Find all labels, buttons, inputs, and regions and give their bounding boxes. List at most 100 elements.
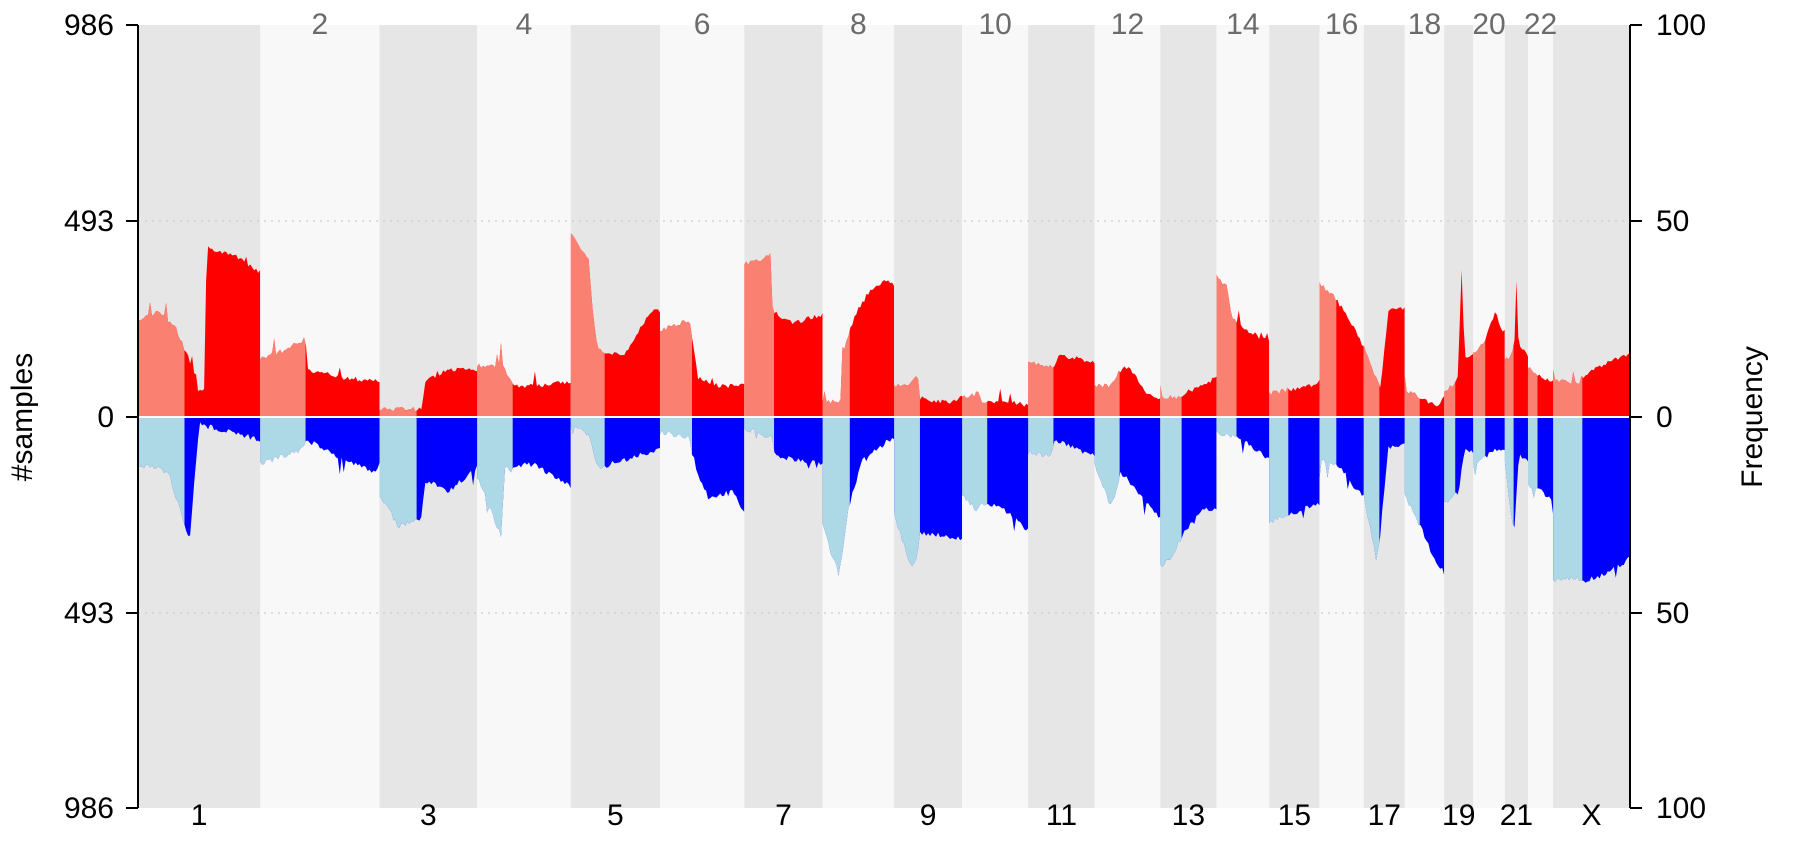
parm-group-9 — [894, 376, 920, 567]
gain-area-parm-20 — [1473, 340, 1486, 417]
chromosome-label-16: 16 — [1325, 8, 1358, 41]
loss-area-parm-17 — [1363, 417, 1380, 561]
chromosome-label-10: 10 — [978, 8, 1011, 41]
loss-area-parm-21 — [1504, 417, 1514, 526]
parm-group-16 — [1319, 282, 1337, 478]
chromosome-label-18: 18 — [1408, 8, 1441, 41]
gain-area-parm-15 — [1269, 387, 1289, 417]
parm-group-1 — [138, 302, 185, 525]
loss-area-parm-2 — [260, 417, 306, 465]
gain-area-parm-4 — [477, 342, 513, 417]
gain-area-parm-14 — [1216, 274, 1237, 417]
parm-group-X — [1553, 369, 1583, 582]
cnv-series — [138, 233, 1630, 583]
chromosome-label-8: 8 — [850, 8, 867, 41]
gain-area-parm-7 — [744, 253, 775, 417]
chromosome-label-19: 19 — [1442, 799, 1475, 832]
chromosome-label-15: 15 — [1278, 799, 1311, 832]
chromosome-label-22: 22 — [1524, 8, 1557, 41]
right-tick-label-2: 0 — [1656, 401, 1673, 434]
loss-area-parm-X — [1553, 417, 1583, 582]
chromosome-label-20: 20 — [1472, 8, 1505, 41]
y-axis-title-left: #samples — [6, 353, 39, 481]
loss-area-parm-9 — [894, 417, 920, 567]
chromosome-label-5: 5 — [607, 799, 624, 832]
right-tick-label-1: 50 — [1656, 205, 1689, 238]
loss-area-parm-22 — [1527, 417, 1538, 499]
gain-area-parm-1 — [138, 302, 185, 417]
loss-area-parm-7 — [744, 417, 775, 450]
parm-group-11 — [1028, 361, 1054, 458]
gain-area-parm-11 — [1028, 361, 1054, 417]
left-tick-label-0: 986 — [64, 9, 114, 42]
right-tick-label-4: 100 — [1656, 792, 1706, 825]
loss-area-parm-16 — [1319, 417, 1337, 478]
gain-area-parm-12 — [1094, 370, 1120, 417]
gain-area-parm-5 — [570, 233, 605, 417]
axes: 986 493 0 493 986 100 50 0 50 100 — [64, 9, 1706, 825]
parm-group-18 — [1404, 375, 1420, 526]
parm-group-5 — [570, 233, 605, 469]
gain-area-parm-17 — [1363, 344, 1380, 417]
gain-area-parm-21 — [1504, 344, 1514, 417]
loss-area-parm-8 — [822, 417, 850, 576]
parm-group-13 — [1160, 385, 1182, 567]
right-tick-label-3: 50 — [1656, 597, 1689, 630]
parm-group-12 — [1094, 370, 1120, 504]
chromosome-label-12: 12 — [1111, 8, 1144, 41]
parm-group-20 — [1473, 340, 1486, 476]
left-tick-label-3: 493 — [64, 597, 114, 630]
gain-area-parm-22 — [1527, 367, 1538, 417]
loss-area-parm-3 — [379, 417, 417, 529]
loss-area-6 — [659, 417, 745, 512]
parm-group-17 — [1363, 344, 1380, 561]
gain-area-19 — [1444, 270, 1474, 417]
gain-area-parm-19 — [1444, 382, 1456, 417]
chromosome-label-6: 6 — [694, 8, 711, 41]
gain-area-parm-13 — [1160, 385, 1182, 417]
loss-area-parm-19 — [1444, 417, 1456, 503]
chromosome-label-3: 3 — [420, 799, 437, 832]
loss-area-parm-4 — [477, 417, 513, 537]
gain-area-parm-X — [1553, 369, 1583, 417]
parm-group-6 — [659, 320, 693, 455]
loss-area-parm-1 — [138, 417, 185, 525]
parm-group-14 — [1216, 274, 1237, 438]
gain-area-parm-10 — [962, 391, 988, 417]
gain-area-parm-9 — [894, 376, 920, 417]
gain-area-parm-16 — [1319, 282, 1337, 417]
parm-group-15 — [1269, 387, 1289, 524]
parm-group-7 — [744, 253, 775, 450]
gain-area-8 — [822, 280, 895, 417]
chromosome-label-11: 11 — [1046, 799, 1077, 832]
loss-area-parm-14 — [1216, 417, 1237, 438]
gain-area-3 — [379, 367, 478, 417]
gain-area-parm-3 — [379, 406, 417, 417]
loss-area-parm-6 — [659, 417, 693, 455]
chromosome-label-21: 21 — [1500, 799, 1533, 832]
loss-area-parm-12 — [1094, 417, 1120, 504]
y-axis-title-right: Frequency — [1736, 346, 1769, 488]
left-tick-label-2: 0 — [97, 401, 114, 434]
loss-area-parm-18 — [1404, 417, 1420, 526]
chromosome-label-4: 4 — [516, 8, 533, 41]
chromosome-label-2: 2 — [312, 8, 329, 41]
gain-area-parm-18 — [1404, 375, 1420, 417]
loss-area-parm-11 — [1028, 417, 1054, 458]
parm-group-3 — [379, 406, 417, 529]
chromosome-label-7: 7 — [775, 799, 792, 832]
parm-group-4 — [477, 342, 513, 537]
loss-area-parm-15 — [1269, 417, 1289, 524]
chromosome-label-1: 1 — [191, 799, 208, 832]
parm-group-2 — [260, 337, 306, 465]
chromosome-label-17: 17 — [1368, 799, 1401, 832]
left-tick-label-1: 493 — [64, 205, 114, 238]
loss-area-parm-13 — [1160, 417, 1182, 567]
loss-area-parm-10 — [962, 417, 988, 512]
right-tick-label-0: 100 — [1656, 9, 1706, 42]
parm-group-21 — [1504, 344, 1514, 526]
parm-group-8 — [822, 330, 850, 576]
gain-area-parm-2 — [260, 337, 306, 417]
